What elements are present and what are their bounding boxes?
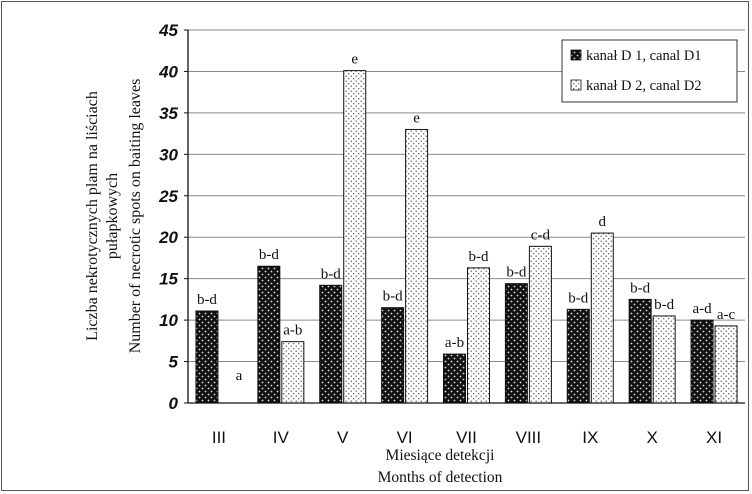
x-tick-label: III xyxy=(212,428,226,447)
x-tick-label: XI xyxy=(706,428,722,447)
grid-lines xyxy=(184,29,745,404)
x-tick-label: VI xyxy=(397,428,413,447)
y-tick-label: 40 xyxy=(158,62,178,81)
bar-series-2-VII xyxy=(467,267,490,404)
data-label-series-2-VII: b-d xyxy=(469,249,489,265)
y-tick-label: 0 xyxy=(169,394,179,413)
legend: kanał D 1, canal D1 kanał D 2, canal D2 xyxy=(561,39,738,103)
x-tick-label: VIII xyxy=(516,428,542,447)
data-label-series-1-VI: b-d xyxy=(383,289,403,305)
bar-series-2-IV xyxy=(281,341,305,404)
bar-series-2-XI xyxy=(714,325,738,404)
y-tick-label: 15 xyxy=(159,270,178,289)
x-tick-label: IV xyxy=(273,428,290,447)
data-label-series-2-XI: a-c xyxy=(717,307,736,323)
legend-swatch-series-2 xyxy=(570,79,582,91)
bars xyxy=(195,70,738,404)
x-tick-label: IX xyxy=(582,428,598,447)
bar-series-1-VIII xyxy=(504,283,528,404)
x-tick-label: V xyxy=(337,428,349,447)
y-tick-label: 5 xyxy=(169,353,179,372)
y-tick-label: 45 xyxy=(158,21,178,40)
y-tick-label: 10 xyxy=(159,311,178,330)
bar-series-1-X xyxy=(628,298,652,404)
data-label-series-2-VIII: c-d xyxy=(531,227,551,243)
data-label-series-1-X: b-d xyxy=(630,280,650,296)
y-axis-label: Liczba nekrotycznych plam na liściach pu… xyxy=(84,79,144,354)
y-tick-labels: 0 5 10 15 20 25 30 35 40 45 xyxy=(158,21,178,413)
data-label-series-2-VI: e xyxy=(413,110,420,126)
y-axis-label-line-3: Number of necrotic spots on baiting leav… xyxy=(127,79,144,354)
x-axis-label-line-2: Months of detection xyxy=(378,469,503,486)
bar-series-2-VI xyxy=(405,128,429,404)
data-label-series-1-VII: a-b xyxy=(445,335,464,351)
data-label-series-1-V: b-d xyxy=(321,266,341,282)
bar-series-2-X xyxy=(652,315,676,404)
bar-series-1-VII xyxy=(443,353,466,404)
data-label-series-1-IV: b-d xyxy=(259,247,279,263)
bar-series-1-V xyxy=(319,284,343,404)
legend-swatch-series-1 xyxy=(570,49,582,61)
y-tick-label: 35 xyxy=(159,104,178,123)
bar-series-1-IV xyxy=(257,265,281,404)
data-label-series-2-IV: a-b xyxy=(283,323,302,339)
legend-label-series-2: kanał D 2, canal D2 xyxy=(586,78,702,94)
y-axis-label-line-1: Liczba nekrotycznych plam na liściach xyxy=(84,91,101,341)
x-axis-label: Miesiące detekcji Months of detection xyxy=(378,447,503,486)
data-label-series-1-VIII: b-d xyxy=(506,265,526,281)
legend-label-series-1: kanał D 1, canal D1 xyxy=(586,48,702,64)
data-label-series-2-IX: d xyxy=(599,214,607,230)
bar-series-1-VI xyxy=(381,307,405,404)
x-tick-labels: III IV V VI VII VIII IX X XI xyxy=(212,428,722,447)
y-tick-label: 25 xyxy=(158,187,178,206)
data-labels: b-dab-da-bb-deb-dea-bb-db-dc-db-ddb-db-d… xyxy=(197,52,736,384)
bar-series-1-IX xyxy=(566,308,590,404)
bar-series-1-III xyxy=(195,310,219,404)
bar-series-1-XI xyxy=(690,319,714,404)
y-tick-label: 20 xyxy=(158,228,178,247)
bar-series-2-VIII xyxy=(528,245,552,404)
data-label-series-1-III: b-d xyxy=(197,292,217,308)
axes xyxy=(187,30,745,404)
legend-box xyxy=(561,39,738,103)
y-axis-label-line-2: pułapkowych xyxy=(104,173,121,259)
data-label-series-2-III: a xyxy=(236,368,243,384)
data-label-series-2-X: b-d xyxy=(654,297,674,313)
data-label-series-2-V: e xyxy=(351,52,358,68)
x-tick-label: VII xyxy=(456,428,477,447)
x-tick-label: X xyxy=(646,428,657,447)
y-tick-label: 30 xyxy=(159,145,178,164)
x-axis-label-line-1: Miesiące detekcji xyxy=(386,447,496,464)
data-label-series-1-IX: b-d xyxy=(568,290,588,306)
data-label-series-1-XI: a-d xyxy=(692,301,712,317)
bar-series-2-IX xyxy=(590,232,614,404)
bar-series-2-V xyxy=(343,70,367,404)
